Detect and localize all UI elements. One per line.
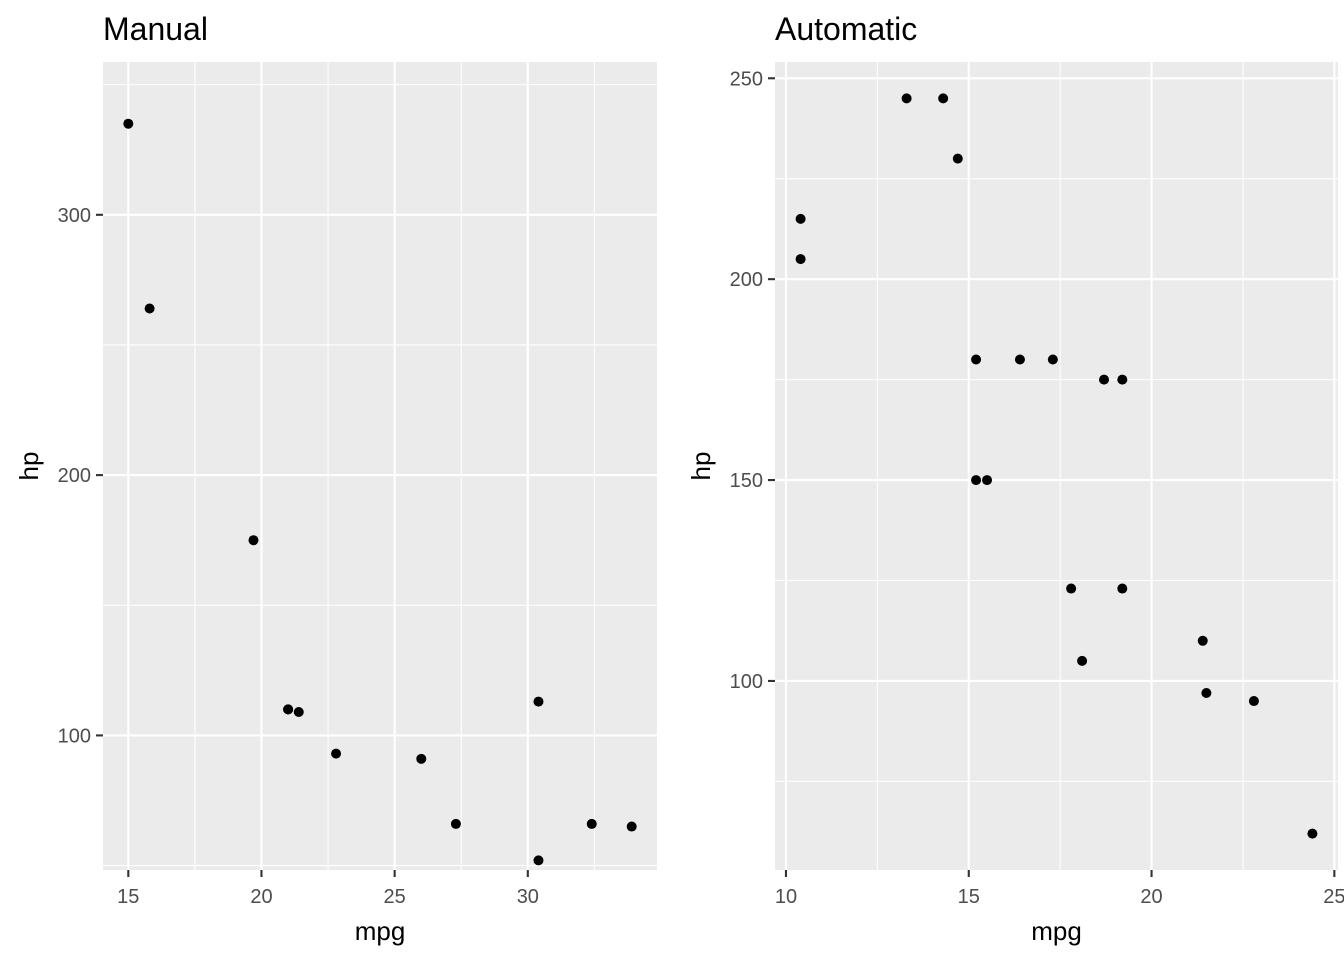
data-point: [416, 753, 427, 764]
data-point: [331, 748, 342, 759]
panel-manual: 15 20 25 30 100 200 300 Manual mpg hp: [14, 11, 657, 946]
data-point: [533, 696, 544, 707]
y-tick-label: 200: [730, 269, 763, 291]
data-point: [450, 818, 461, 829]
data-point: [795, 254, 806, 265]
data-point: [1066, 583, 1077, 594]
x-tick-label: 25: [1323, 886, 1344, 908]
panel-background: [775, 62, 1338, 870]
data-point: [982, 475, 993, 486]
data-point: [901, 93, 912, 104]
data-point: [293, 706, 304, 717]
data-point: [1201, 688, 1212, 699]
data-point: [971, 354, 982, 365]
data-point: [144, 303, 155, 314]
data-point: [123, 118, 134, 129]
data-point: [1248, 696, 1259, 707]
y-axis-label: hp: [14, 452, 44, 481]
data-point: [952, 153, 963, 164]
panel-title: Automatic: [775, 11, 917, 47]
y-tick-label: 250: [730, 68, 763, 90]
x-tick-label: 15: [117, 886, 139, 908]
data-point: [795, 213, 806, 224]
x-tick-label: 20: [1140, 886, 1162, 908]
y-tick-label: 100: [58, 725, 91, 747]
y-tick-label: 200: [58, 465, 91, 487]
data-point: [1117, 374, 1128, 385]
y-axis-label: hp: [686, 452, 716, 481]
data-point: [938, 93, 949, 104]
x-tick-label: 15: [958, 886, 980, 908]
y-tick-label: 150: [730, 470, 763, 492]
y-tick-label: 300: [58, 205, 91, 227]
data-point: [1077, 655, 1088, 666]
x-axis-label: mpg: [355, 916, 406, 946]
data-point: [1047, 354, 1058, 365]
data-point: [533, 855, 544, 866]
data-point: [283, 704, 294, 715]
x-tick-label: 30: [517, 886, 539, 908]
data-point: [248, 535, 259, 546]
x-axis-label: mpg: [1031, 916, 1082, 946]
data-point: [1197, 635, 1208, 646]
data-point: [1014, 354, 1025, 365]
y-tick-label: 100: [730, 671, 763, 693]
data-point: [586, 818, 597, 829]
panel-automatic: 10 15 20 25 100 150 200 250 Automatic mpg hp: [686, 11, 1344, 946]
x-tick-label: 25: [384, 886, 406, 908]
x-tick-label: 20: [250, 886, 272, 908]
data-point: [971, 475, 982, 486]
data-point: [626, 821, 637, 832]
data-point: [1307, 828, 1318, 839]
data-point: [1117, 583, 1128, 594]
panel-background: [103, 62, 657, 870]
panel-title: Manual: [103, 11, 208, 47]
x-tick-label: 10: [775, 886, 797, 908]
data-point: [1099, 374, 1110, 385]
